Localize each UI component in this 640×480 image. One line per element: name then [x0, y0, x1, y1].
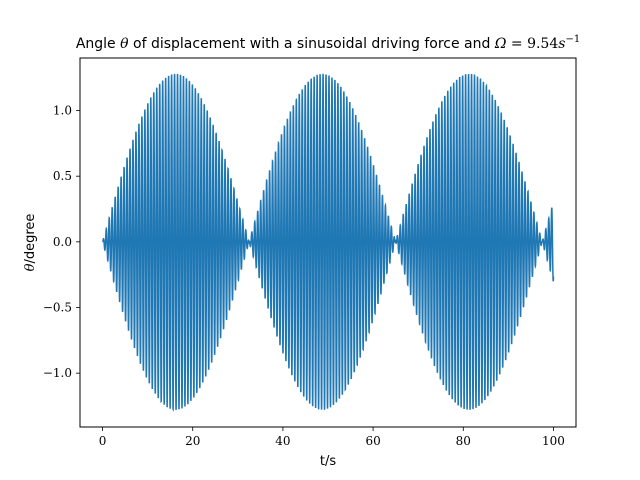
- axes-frame: [79, 57, 577, 428]
- title-unit: s: [558, 36, 565, 52]
- title-omega: Ω: [494, 36, 507, 52]
- y-label-theta: θ: [23, 263, 38, 271]
- title-prefix: Angle: [76, 36, 120, 52]
- x-tick-label: 80: [456, 434, 471, 448]
- title-value: 9.54: [527, 36, 558, 52]
- title-exponent: −1: [565, 34, 580, 45]
- y-axis-label: θ/degree: [23, 214, 38, 272]
- x-axis-label: t/s: [320, 454, 336, 469]
- x-tick-label: 20: [185, 434, 200, 448]
- chart-title: Angle θ of displacement with a sinusoida…: [76, 34, 580, 52]
- y-label-unit: /degree: [23, 214, 38, 264]
- title-equals: =: [506, 36, 527, 52]
- y-tick-label: −0.5: [43, 301, 72, 315]
- y-tick-label: 0.5: [53, 169, 72, 183]
- x-tick-label: 0: [99, 434, 107, 448]
- plot-area: [101, 73, 555, 413]
- y-tick-label: −1.0: [43, 366, 72, 380]
- title-theta: θ: [120, 36, 129, 52]
- x-tick-label: 60: [365, 434, 380, 448]
- y-tick-label: 1.0: [53, 104, 72, 118]
- x-tick-label: 40: [275, 434, 290, 448]
- y-tick-label: 0.0: [53, 235, 72, 249]
- title-middle: of displacement with a sinusoidal drivin…: [129, 36, 495, 52]
- axis-ticks: 0 20 40 60 80 100 −1.0 −0.5 0.0 0.5 1.0: [43, 104, 565, 448]
- series-line: [101, 73, 555, 413]
- x-tick-label: 100: [542, 434, 565, 448]
